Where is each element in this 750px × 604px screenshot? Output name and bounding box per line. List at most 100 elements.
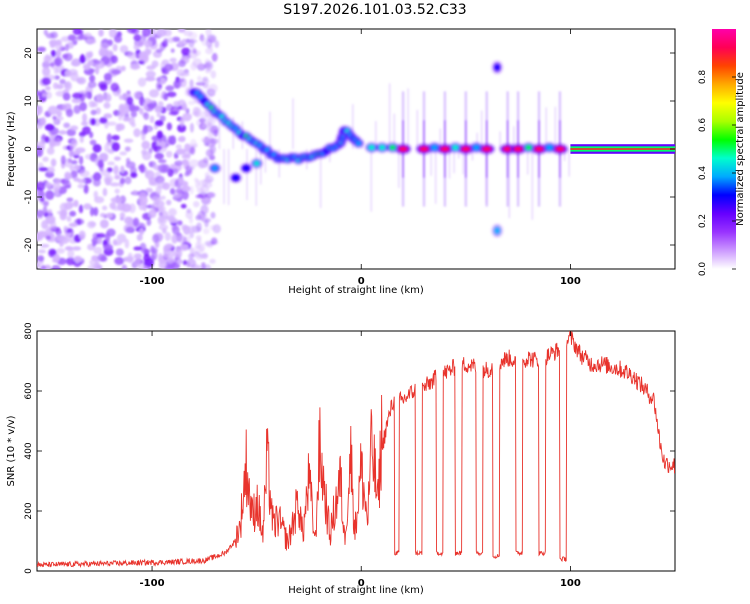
noise-speckle <box>158 211 163 217</box>
noise-speckle <box>124 238 130 249</box>
noise-speckle <box>86 52 93 59</box>
snr-y-tick-label: 400 <box>24 442 34 459</box>
noise-speckle <box>62 92 71 101</box>
noise-speckle <box>145 70 156 78</box>
noise-speckle <box>181 47 191 56</box>
noise-speckle <box>189 122 195 133</box>
noise-speckle <box>167 135 174 144</box>
noise-speckle <box>145 187 153 193</box>
noise-speckle <box>78 204 84 214</box>
noise-speckle <box>46 166 56 174</box>
signal-blob <box>431 145 438 150</box>
alias-spot <box>494 227 501 235</box>
noise-speckle <box>193 143 198 148</box>
noise-speckle <box>188 31 198 40</box>
noise-speckle <box>157 164 168 174</box>
noise-speckle <box>119 45 129 54</box>
noise-speckle <box>111 134 120 141</box>
noise-speckle <box>52 115 57 120</box>
noise-speckle <box>168 208 177 217</box>
noise-speckle <box>209 138 219 145</box>
noise-speckle <box>88 38 97 44</box>
noise-speckle <box>95 107 101 115</box>
noise-speckle <box>133 246 143 251</box>
noise-speckle <box>41 92 47 98</box>
noise-speckle <box>121 106 130 115</box>
noise-speckle <box>42 156 49 162</box>
spectrogram-y-label: Frequency (Hz) <box>6 111 17 187</box>
noise-speckle <box>86 220 96 229</box>
noise-speckle <box>83 203 92 210</box>
noise-speckle <box>71 98 82 104</box>
noise-speckle <box>109 182 120 187</box>
noise-speckle <box>72 246 82 251</box>
noise-speckle <box>45 91 52 99</box>
noise-speckle <box>112 43 118 52</box>
noise-speckle <box>160 141 166 148</box>
noise-speckle <box>158 181 168 190</box>
noise-speckle <box>211 52 218 62</box>
noise-speckle <box>201 37 208 47</box>
noise-speckle <box>90 118 97 126</box>
noise-speckle <box>189 79 194 88</box>
noise-speckle <box>142 29 152 37</box>
noise-speckle <box>54 186 59 197</box>
noise-speckle <box>182 158 188 165</box>
noise-speckle <box>208 36 216 44</box>
snr-x-tick-label: 100 <box>560 578 581 589</box>
noise-speckle <box>63 225 68 233</box>
noise-speckle <box>62 181 72 187</box>
noise-speckle <box>115 248 124 256</box>
noise-speckle <box>38 190 45 198</box>
noise-speckle <box>164 264 174 269</box>
noise-speckle <box>130 172 138 178</box>
noise-speckle <box>143 101 148 111</box>
snr-plot: -100 0 100 0 200 400 600 800 Height of straight… <box>6 322 676 596</box>
noise-speckle <box>89 206 95 217</box>
noise-speckle <box>143 40 153 48</box>
noise-speckle <box>195 235 202 241</box>
noise-speckle <box>56 234 67 242</box>
noise-speckle <box>172 168 179 175</box>
noise-speckle <box>195 241 201 249</box>
noise-speckle <box>113 35 123 43</box>
noise-speckle <box>166 122 173 131</box>
noise-speckle <box>63 81 71 89</box>
noise-speckle <box>206 191 216 199</box>
noise-speckle <box>168 218 179 224</box>
noise-speckle <box>165 150 173 158</box>
noise-speckle <box>43 29 48 36</box>
noise-speckle <box>179 243 189 251</box>
noise-speckle <box>148 177 158 185</box>
noise-speckle <box>201 217 212 223</box>
snr-line-layer <box>37 331 675 568</box>
noise-speckle <box>176 78 185 83</box>
spectrogram-x-tick-label: -100 <box>140 276 165 287</box>
noise-speckle <box>167 249 176 258</box>
snr-x-tick-label: -100 <box>140 578 165 589</box>
noise-speckle <box>83 32 92 38</box>
noise-speckle <box>45 190 55 201</box>
noise-speckle <box>97 236 103 245</box>
noise-speckle <box>63 122 71 129</box>
noise-speckle <box>99 219 109 229</box>
noise-speckle <box>124 216 133 225</box>
noise-speckle <box>144 49 150 57</box>
noise-speckle <box>51 265 61 269</box>
noise-speckle <box>197 159 206 169</box>
noise-speckle <box>82 126 91 135</box>
signal-blob <box>356 141 361 146</box>
signal-blob <box>546 145 553 150</box>
noise-speckle <box>207 132 215 137</box>
noise-speckle <box>182 260 188 266</box>
noise-speckle <box>81 121 89 126</box>
noise-speckle <box>185 235 191 245</box>
noise-speckle <box>102 244 114 251</box>
noise-speckle <box>56 248 66 254</box>
noise-speckle <box>141 151 152 161</box>
noise-speckle <box>158 224 169 231</box>
noise-speckle <box>78 155 84 165</box>
noise-speckle <box>133 253 143 260</box>
noise-speckle <box>76 218 82 226</box>
noise-speckle <box>129 166 137 175</box>
